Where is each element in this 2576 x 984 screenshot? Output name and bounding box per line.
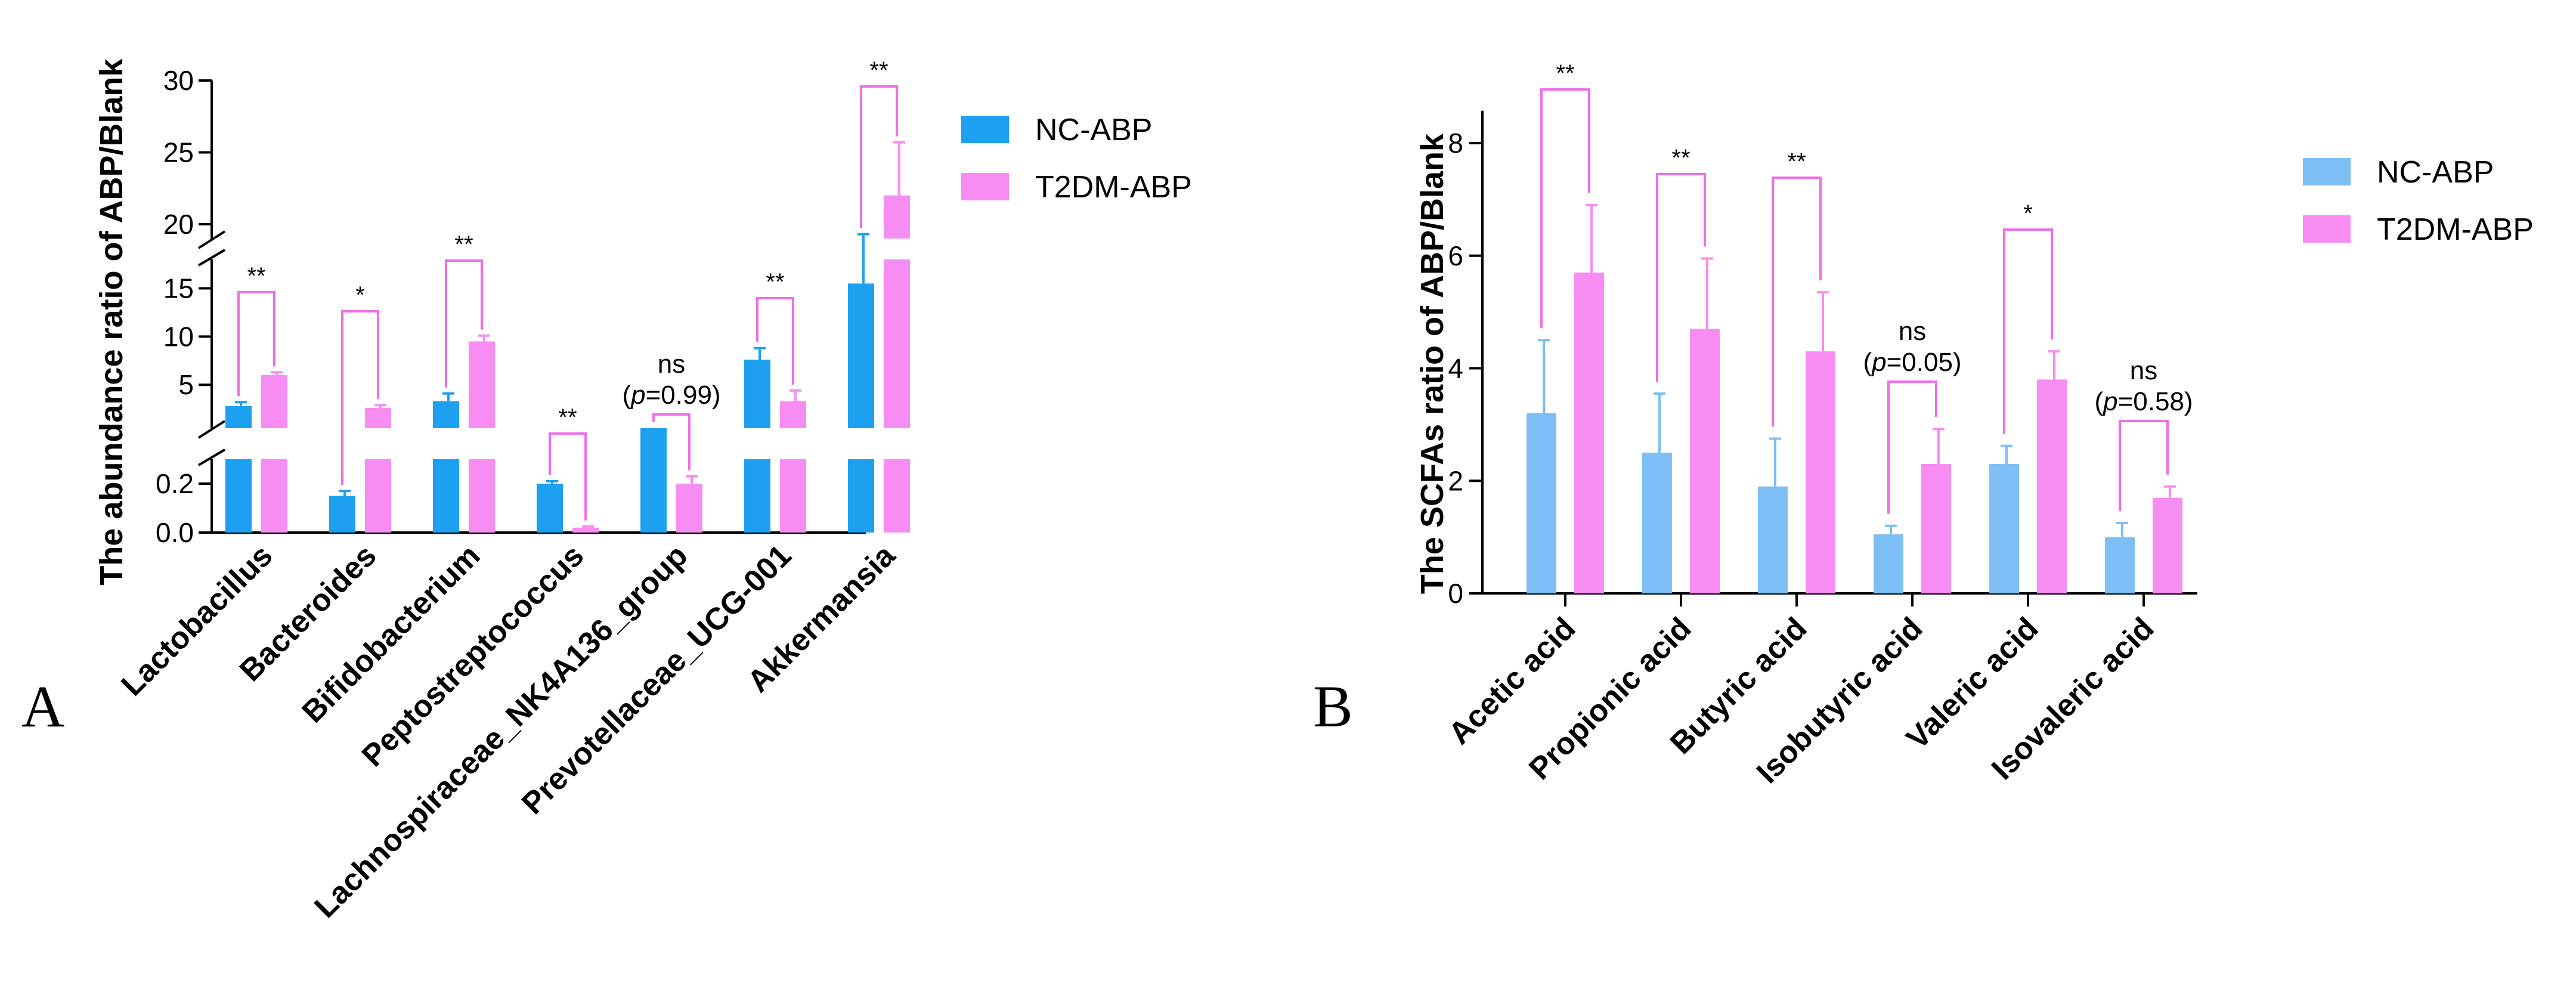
bar-b-t2dm-abp-2 (1806, 351, 1835, 593)
bar-a-t2dm-abp-6-part-0 (884, 459, 910, 533)
bar-b-nc-abp-2 (1758, 486, 1788, 593)
sig-b-2-bracket (1772, 177, 1822, 427)
sig-b-4-bracket (2003, 228, 2053, 434)
sig-b-0-sig-label: ** (1556, 60, 1574, 86)
legend-b-swatch-0 (2303, 158, 2351, 185)
axis-break-a-0-lower (197, 420, 226, 439)
bar-a-nc-abp-5-part-0 (744, 459, 770, 533)
x-tick-label-a: Bifidobacterium (296, 538, 487, 729)
sig-b-3-p-value: (p=0.05) (1863, 348, 1961, 377)
bar-a-t2dm-abp-0-part-0 (261, 459, 287, 533)
sig-a-4-p-value: (p=0.99) (622, 380, 720, 410)
bar-b-t2dm-abp-1 (1690, 329, 1720, 593)
bar-a-t2dm-abp-4-part-0 (676, 484, 702, 533)
sig-b-3-ns-label: ns (1899, 317, 1926, 346)
bar-b-t2dm-abp-4 (2037, 379, 2067, 593)
bar-a-nc-abp-0-part-1 (225, 406, 252, 428)
sig-b-5-p-value: (p=0.58) (2094, 387, 2193, 416)
y-tick-label-b: 4 (1448, 353, 1463, 384)
sig-a-2-bracket (445, 259, 483, 388)
sig-b-0-bracket (1540, 88, 1590, 329)
bar-a-nc-abp-1-part-0 (329, 496, 355, 533)
bar-a-nc-abp-5-part-1 (744, 360, 770, 428)
y-axis-title-a: The abundance ratio of ABP/Blank (94, 58, 129, 585)
y-tick-label-a: 5 (178, 369, 194, 400)
bar-a-t2dm-abp-2-part-1 (469, 341, 495, 428)
sig-a-6-sig-label: ** (869, 57, 888, 83)
bar-a-t2dm-abp-2-part-0 (469, 459, 495, 533)
bar-a-t2dm-abp-0-part-1 (261, 375, 287, 428)
y-tick-label-b: 0 (1448, 578, 1463, 609)
sig-b-4-sig-label: * (2023, 200, 2033, 227)
legend-b-label-0: NC-ABP (2377, 155, 2494, 190)
panel-label-b: B (1313, 673, 1353, 739)
legend-b-swatch-1 (2303, 215, 2351, 243)
legend-a-label-1: T2DM-ABP (1035, 170, 1192, 205)
sig-a-4-bracket (652, 413, 691, 471)
sig-a-0-sig-label: ** (247, 263, 265, 289)
bar-a-nc-abp-3-part-0 (537, 484, 563, 533)
sig-b-3-bracket (1887, 380, 1937, 514)
legend-a-swatch-1 (961, 173, 1009, 200)
sig-b-5-bracket (2119, 420, 2169, 512)
axis-break-a-1-lower (197, 230, 226, 249)
sig-a-2-sig-label: ** (454, 231, 473, 258)
bar-b-t2dm-abp-0 (1574, 273, 1604, 593)
bar-a-nc-abp-6-part-1 (848, 283, 874, 428)
x-tick-label-a: Lachnospiraceae_NK4A136_group (308, 538, 695, 924)
y-axis-title-b: The SCFAs ratio of ABP/Blank (1414, 133, 1450, 594)
y-tick-label-a: 15 (163, 273, 194, 304)
y-tick-label-a: 10 (163, 321, 194, 352)
bar-a-t2dm-abp-5-part-1 (780, 401, 806, 428)
sig-a-1-bracket (341, 310, 379, 485)
bar-a-t2dm-abp-6-part-2 (884, 195, 910, 239)
y-tick-label-a: 0.2 (156, 468, 194, 499)
bar-a-t2dm-abp-1-part-1 (365, 408, 391, 428)
bar-a-nc-abp-2-part-0 (433, 459, 459, 533)
bar-a-t2dm-abp-6-part-1 (884, 259, 910, 428)
legend-b-label-1: T2DM-ABP (2377, 212, 2534, 247)
bar-a-t2dm-abp-3-part-0 (572, 527, 599, 533)
sig-a-5-sig-label: ** (766, 269, 784, 295)
y-tick-label-b: 6 (1448, 240, 1463, 271)
bar-b-nc-abp-1 (1642, 453, 1672, 593)
axis-break-a-1-upper (197, 249, 226, 267)
bar-b-nc-abp-3 (1874, 534, 1903, 593)
chart-a: 0.0 0.2 5 10 15 20 25 30 The abundance ratio of … (94, 57, 1192, 924)
sig-a-4-ns-label: ns (658, 349, 685, 379)
panel-label-a: A (21, 673, 64, 739)
sig-a-3-sig-label: ** (558, 404, 577, 431)
bar-a-nc-abp-0-part-0 (225, 459, 252, 533)
bar-b-t2dm-abp-5 (2153, 497, 2182, 593)
bar-a-nc-abp-2-part-1 (433, 401, 459, 428)
bar-b-nc-abp-5 (2105, 537, 2135, 593)
sig-b-5-ns-label: ns (2130, 356, 2157, 385)
sig-a-5-bracket (756, 297, 794, 385)
bar-b-t2dm-abp-3 (1921, 463, 1951, 593)
bar-a-t2dm-abp-5-part-0 (780, 459, 806, 533)
bar-a-nc-abp-4-part-0 (640, 428, 667, 533)
sig-a-6-bracket (860, 85, 898, 228)
axis-break-a-0-upper (197, 448, 226, 466)
sig-b-1-sig-label: ** (1671, 145, 1690, 171)
y-tick-label-b: 8 (1448, 128, 1463, 159)
y-tick-label-a: 20 (163, 209, 194, 240)
sig-a-3-bracket (549, 432, 587, 521)
y-tick-label-a: 0.0 (156, 517, 194, 548)
legend-a-swatch-0 (961, 116, 1009, 143)
sig-a-0-bracket (237, 291, 275, 397)
y-tick-label-a: 25 (163, 137, 194, 168)
y-tick-label-b: 2 (1448, 465, 1463, 496)
legend-a-label-0: NC-ABP (1035, 113, 1152, 147)
bar-b-nc-abp-0 (1527, 413, 1556, 593)
sig-b-2-sig-label: ** (1787, 148, 1806, 175)
sig-b-1-bracket (1656, 173, 1706, 382)
bar-b-nc-abp-4 (1989, 463, 2019, 593)
bar-a-nc-abp-6-part-0 (848, 459, 874, 533)
sig-a-1-sig-label: * (355, 282, 365, 308)
bar-a-t2dm-abp-1-part-0 (365, 459, 391, 533)
y-tick-label-a: 30 (163, 65, 194, 96)
